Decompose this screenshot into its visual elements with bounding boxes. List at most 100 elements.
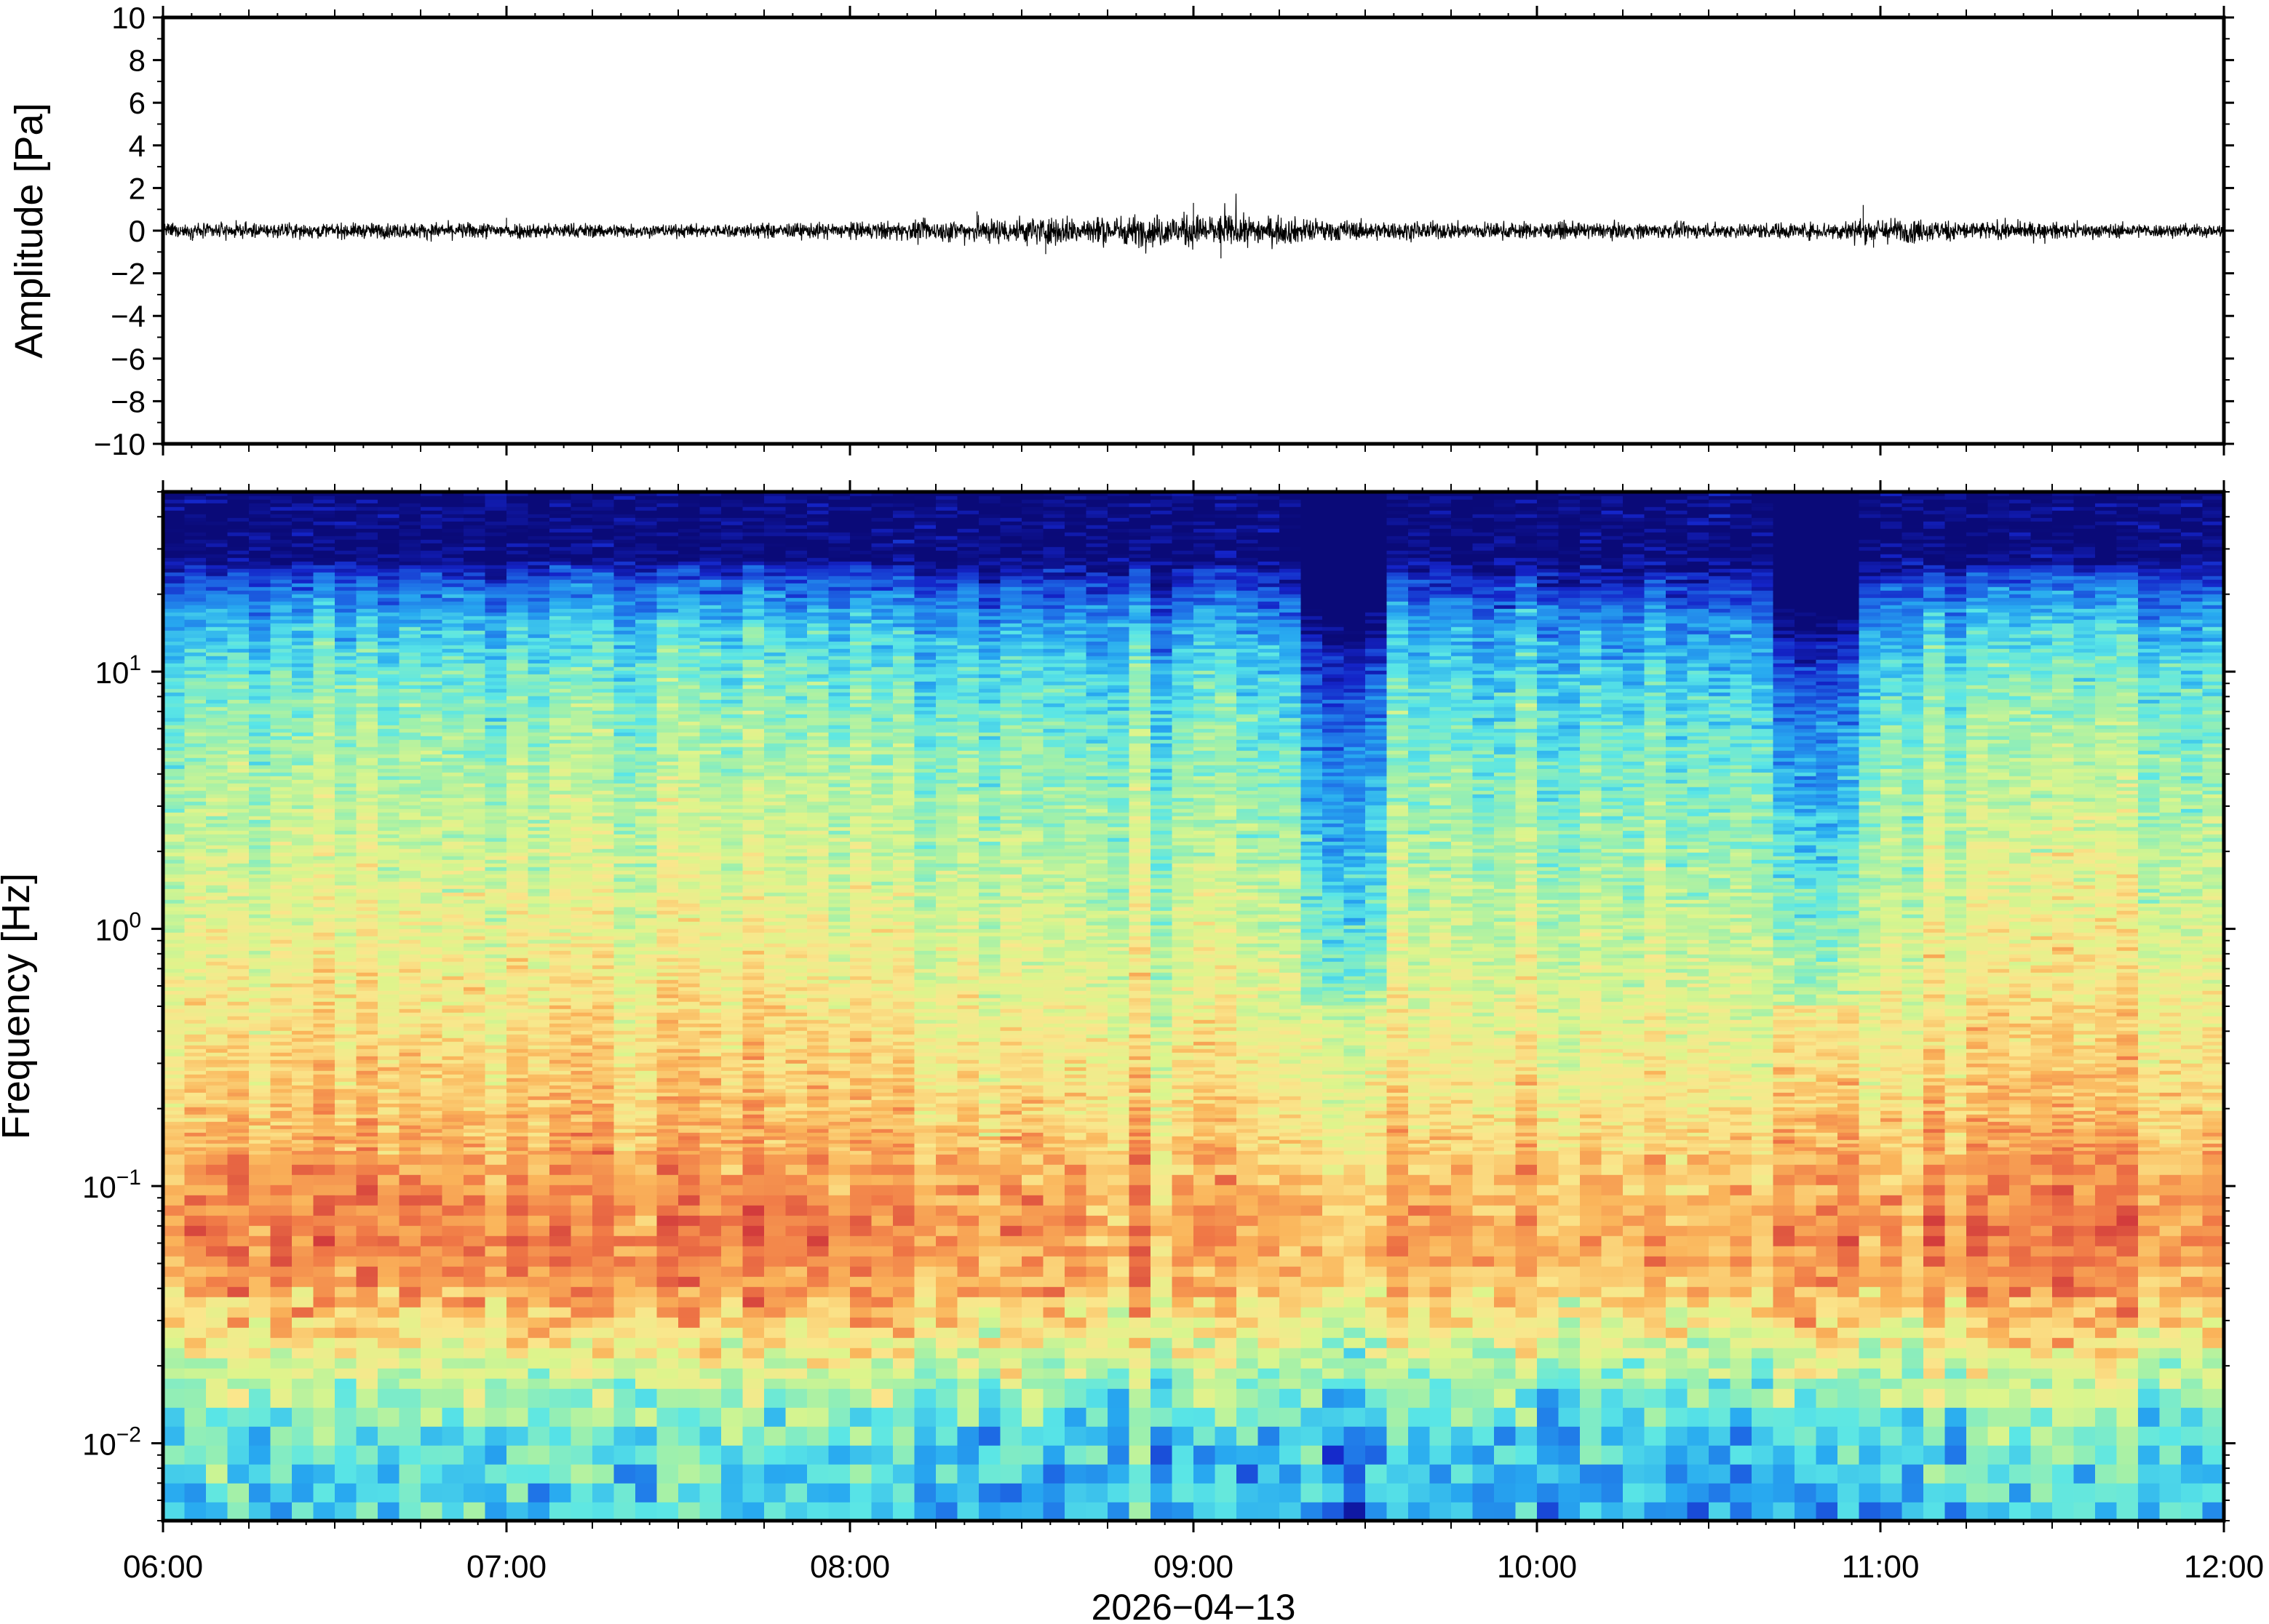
- spectrogram-cell: [442, 557, 464, 562]
- spectrogram-cell: [314, 1023, 335, 1027]
- spectrogram-cell: [185, 816, 207, 820]
- spectrogram-cell: [292, 983, 314, 987]
- spectrogram-cell: [549, 721, 571, 725]
- spectrogram-cell: [228, 918, 250, 922]
- spectrogram-cell: [378, 983, 400, 987]
- spectrogram-cell: [464, 743, 485, 747]
- spectrogram-cell: [228, 1114, 250, 1118]
- spectrogram-cell: [185, 899, 207, 904]
- spectrogram-cell: [228, 928, 250, 933]
- spectrogram-cell: [506, 765, 528, 769]
- spectrogram-cell: [206, 616, 228, 620]
- spectrogram-cell: [528, 1317, 550, 1328]
- spectrogram-cell: [421, 936, 442, 940]
- spectrogram-cell: [400, 805, 421, 809]
- spectrogram-cell: [249, 808, 271, 813]
- spectrogram-cell: [400, 1019, 421, 1024]
- spectrogram-cell: [506, 870, 528, 875]
- spectrogram-cell: [592, 710, 614, 715]
- spectrogram-cell: [249, 874, 271, 878]
- spectrogram-cell: [271, 495, 293, 500]
- spectrogram-cell: [163, 572, 185, 576]
- spectrogram-cell: [314, 1150, 335, 1155]
- spectrogram-cell: [185, 572, 207, 576]
- waveform-y-tick-label: −2: [111, 257, 146, 291]
- spectrogram-cell: [357, 539, 378, 544]
- spectrogram-cell: [592, 1085, 614, 1089]
- spectrogram-cell: [421, 794, 442, 798]
- spectrogram-cell: [528, 597, 550, 602]
- spectrogram-cell: [357, 848, 378, 853]
- spectrogram-cell: [549, 881, 571, 885]
- spectrogram-cell: [357, 845, 378, 849]
- spectrogram-cell: [442, 721, 464, 725]
- spectrogram-cell: [549, 550, 571, 554]
- spectrogram-cell: [378, 827, 400, 831]
- spectrogram-cell: [292, 1067, 314, 1071]
- spectrogram-cell: [206, 1005, 228, 1009]
- spectrogram-cell: [314, 576, 335, 580]
- spectrogram-cell: [485, 725, 507, 729]
- spectrogram-cell: [464, 677, 485, 682]
- spectrogram-cell: [549, 1114, 571, 1118]
- spectrogram-cell: [249, 903, 271, 907]
- spectrogram-cell: [571, 925, 593, 929]
- spectrogram-cell: [185, 1195, 207, 1206]
- spectrogram-cell: [249, 1358, 271, 1369]
- spectrogram-cell: [335, 1121, 357, 1126]
- spectrogram-cell: [228, 717, 250, 722]
- spectrogram-cell: [614, 863, 636, 867]
- spectrogram-cell: [357, 736, 378, 740]
- spectrogram-cell: [249, 907, 271, 911]
- spectrogram-cell: [528, 1012, 550, 1016]
- spectrogram-cell: [335, 1502, 357, 1521]
- spectrogram-cell: [378, 565, 400, 569]
- spectrogram-cell: [571, 990, 593, 995]
- spectrogram-cell: [271, 677, 293, 682]
- spectrogram-cell: [378, 652, 400, 656]
- spectrogram-cell: [314, 747, 335, 751]
- spectrogram-cell: [249, 943, 271, 947]
- spectrogram-cell: [163, 1096, 185, 1100]
- spectrogram-cell: [206, 856, 228, 860]
- spectrogram-cell: [378, 514, 400, 518]
- spectrogram-cell: [378, 816, 400, 820]
- spectrogram-cell: [249, 623, 271, 627]
- spectrogram-cell: [292, 674, 314, 678]
- spectrogram-cell: [400, 979, 421, 984]
- spectrogram-cell: [378, 1016, 400, 1020]
- spectrogram-cell: [206, 816, 228, 820]
- spectrogram-cell: [357, 576, 378, 580]
- spectrogram-cell: [314, 961, 335, 966]
- spectrogram-cell: [464, 768, 485, 773]
- spectrogram-cell: [163, 743, 185, 747]
- spectrogram-cell: [314, 674, 335, 678]
- spectrogram-cell: [378, 590, 400, 594]
- spectrogram-cell: [485, 848, 507, 853]
- spectrogram-cell: [635, 1348, 657, 1358]
- spectrogram-cell: [506, 979, 528, 984]
- spectrogram-cell: [335, 797, 357, 802]
- spectrogram-cell: [163, 965, 185, 969]
- spectrogram-cell: [485, 652, 507, 656]
- spectrogram-cell: [163, 1358, 185, 1369]
- spectrogram-cell: [271, 1096, 293, 1100]
- spectrogram-cell: [271, 1235, 293, 1246]
- spectrogram-cell: [206, 1114, 228, 1118]
- spectrogram-cell: [271, 1139, 293, 1144]
- spectrogram-cell: [206, 1008, 228, 1013]
- spectrogram-cell: [163, 968, 185, 973]
- spectrogram-cell: [378, 648, 400, 653]
- spectrogram-cell: [571, 812, 593, 816]
- spectrogram-cell: [400, 648, 421, 653]
- spectrogram-cell: [635, 805, 657, 809]
- spectrogram-cell: [549, 834, 571, 838]
- spectrogram-cell: [314, 561, 335, 565]
- spectrogram-cell: [163, 987, 185, 991]
- spectrogram-cell: [571, 1147, 593, 1151]
- spectrogram-cell: [528, 1388, 550, 1408]
- spectrogram-cell: [549, 1464, 571, 1484]
- spectrogram-cell: [635, 1081, 657, 1086]
- waveform-y-tick-label: 0: [129, 214, 146, 248]
- spectrogram-cell: [614, 1052, 636, 1056]
